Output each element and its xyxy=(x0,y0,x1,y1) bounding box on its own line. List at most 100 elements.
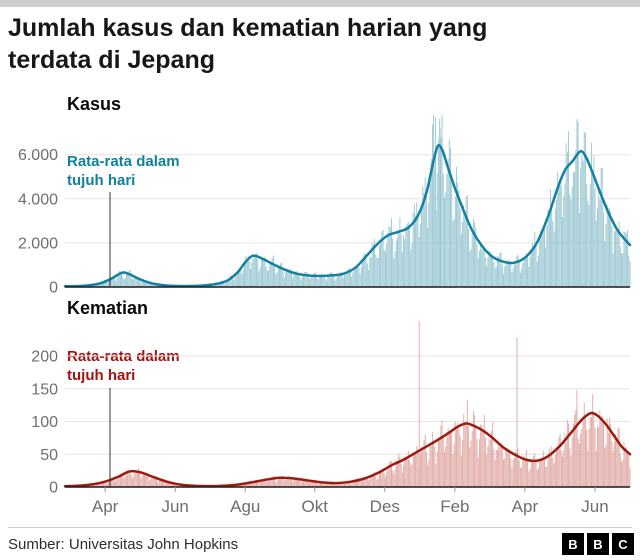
daily-bar xyxy=(519,466,521,487)
daily-bar xyxy=(165,483,167,487)
daily-bar xyxy=(323,274,325,287)
daily-bar xyxy=(550,456,551,487)
daily-bar xyxy=(384,251,386,287)
daily-bar xyxy=(477,457,479,487)
daily-bar xyxy=(510,458,512,487)
daily-bar xyxy=(481,249,483,287)
daily-bar xyxy=(383,249,385,287)
daily-bar xyxy=(110,479,112,487)
daily-bar xyxy=(537,467,539,487)
daily-bar xyxy=(545,247,547,287)
daily-bar xyxy=(423,192,425,287)
daily-bar xyxy=(340,271,342,287)
daily-bar xyxy=(347,269,349,287)
daily-bar xyxy=(354,267,356,287)
daily-bar xyxy=(539,234,541,287)
daily-bar xyxy=(371,242,373,287)
daily-bar xyxy=(622,253,624,287)
daily-bar xyxy=(570,455,572,487)
daily-bar xyxy=(434,160,436,287)
daily-bar xyxy=(416,445,418,487)
daily-bar xyxy=(524,460,526,487)
daily-bar xyxy=(388,462,390,487)
daily-bar xyxy=(376,257,378,287)
daily-bar xyxy=(304,480,306,487)
daily-bar xyxy=(581,428,583,487)
daily-bar xyxy=(250,268,251,287)
daily-bar xyxy=(157,285,159,287)
daily-bar xyxy=(599,199,601,287)
daily-bar xyxy=(588,428,590,487)
daily-bar xyxy=(110,278,112,287)
daily-bar xyxy=(100,482,102,487)
daily-bar xyxy=(288,270,290,287)
daily-bar xyxy=(347,481,349,487)
daily-bar xyxy=(529,469,531,487)
daily-bar xyxy=(122,474,124,487)
daily-bar xyxy=(440,425,442,487)
daily-bar xyxy=(607,210,609,287)
daily-bar xyxy=(584,417,586,487)
daily-bar xyxy=(329,482,331,487)
daily-bar xyxy=(463,414,465,487)
daily-bar xyxy=(586,429,588,487)
source-text: Sumber: Universitas John Hopkins xyxy=(8,536,239,553)
daily-bar xyxy=(356,266,358,287)
daily-bar xyxy=(468,426,470,487)
daily-bar xyxy=(144,281,145,287)
daily-bar xyxy=(124,475,126,487)
daily-bar xyxy=(522,458,524,487)
daily-bar xyxy=(445,192,447,287)
daily-bar xyxy=(299,276,301,287)
daily-bar xyxy=(350,272,351,287)
daily-bar xyxy=(399,456,401,487)
daily-bar xyxy=(375,476,377,487)
y-tick-label: 0 xyxy=(49,280,58,297)
daily-bar xyxy=(419,453,421,487)
daily-bar xyxy=(517,448,519,487)
daily-bar xyxy=(601,167,603,287)
daily-bar xyxy=(495,449,497,487)
daily-bar xyxy=(551,446,553,487)
daily-bar xyxy=(458,190,460,287)
daily-bar xyxy=(429,175,431,287)
daily-bar xyxy=(276,272,278,287)
daily-bar xyxy=(415,215,417,287)
daily-bar xyxy=(534,231,536,287)
daily-bar xyxy=(435,463,437,487)
daily-bar xyxy=(560,450,562,487)
daily-bar xyxy=(424,434,426,487)
daily-bar xyxy=(301,276,303,287)
daily-bar xyxy=(598,426,600,487)
daily-bar xyxy=(625,447,627,487)
daily-bar xyxy=(99,483,101,487)
daily-bar xyxy=(315,480,317,487)
daily-bar xyxy=(341,274,343,287)
daily-bar xyxy=(269,263,271,287)
daily-bar xyxy=(364,253,366,287)
daily-bar xyxy=(558,184,560,287)
daily-bar xyxy=(275,274,277,287)
daily-bar xyxy=(615,434,617,487)
daily-bar xyxy=(531,460,533,487)
daily-bar xyxy=(245,256,247,287)
daily-bar xyxy=(437,440,439,487)
daily-bar xyxy=(241,485,243,487)
daily-bar xyxy=(462,221,464,287)
daily-bar xyxy=(101,281,103,287)
daily-bar xyxy=(452,453,454,487)
x-tick-label: Jun xyxy=(161,497,188,516)
daily-bar xyxy=(542,450,544,487)
daily-bar xyxy=(225,282,227,287)
daily-bar xyxy=(569,194,571,287)
daily-bar xyxy=(103,481,105,487)
daily-bar xyxy=(448,139,450,287)
daily-bar xyxy=(253,482,255,487)
daily-bar xyxy=(111,479,113,487)
daily-bar xyxy=(429,445,431,487)
daily-bar xyxy=(613,441,615,487)
daily-bar xyxy=(283,480,285,487)
daily-bar xyxy=(612,253,614,287)
daily-bar xyxy=(331,273,333,287)
